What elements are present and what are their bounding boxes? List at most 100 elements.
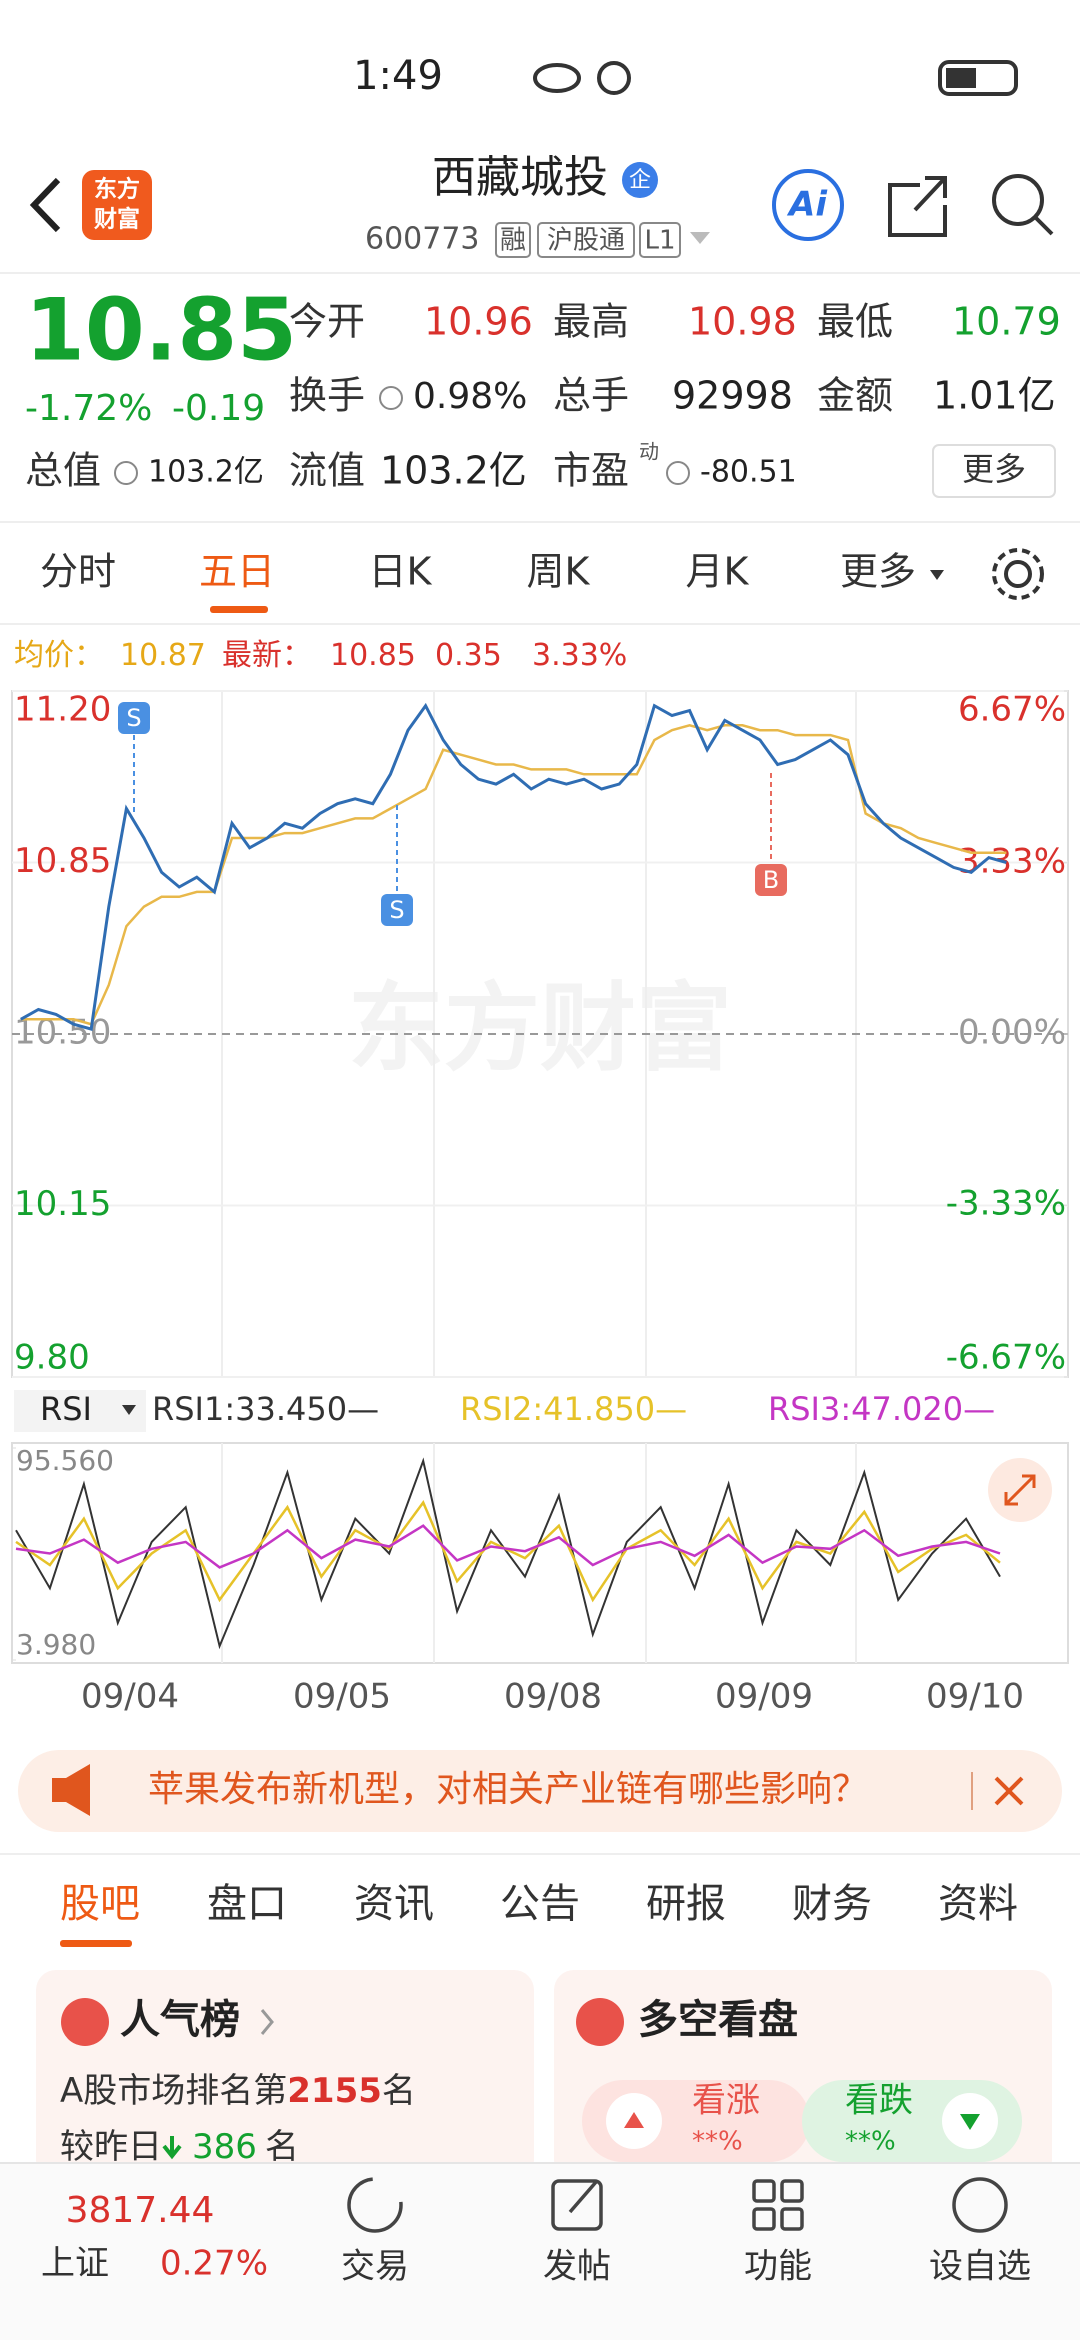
rsi-legend: RSI2:41.850— [460,1390,687,1428]
rank-change-unit: 名 [265,2127,299,2167]
share-button[interactable] [888,176,947,237]
expand-icon [1004,1474,1036,1506]
marker [755,864,787,896]
stat-label: 换手 [289,374,365,418]
rank-change-line: 较昨日 386 名 [60,2127,299,2167]
rsi-frame [11,1442,1069,1664]
indicator-selector[interactable] [14,1390,146,1432]
status-icons [533,60,1018,96]
index-change: 0.27% [160,2244,268,2284]
y2-tick-label: 3.33% [958,841,1066,881]
popularity-card[interactable] [36,1970,534,2180]
last-price: 10.85 [25,280,297,380]
section-tab[interactable]: 公告 [500,1881,580,1927]
stat-label: 市盈 [553,449,629,493]
logo-text: 东方 [94,176,140,203]
period-tab[interactable]: 周K [527,550,591,594]
more-button[interactable] [932,444,1056,498]
stat-value: 92998 [672,374,793,418]
rank-change-value: 386 [192,2127,257,2167]
bull-pct: **% [692,2127,743,2157]
period-tab[interactable]: 月K [686,550,750,594]
rsi-tick-label: 95.560 [16,1444,114,1477]
card-title: 人气榜 [120,1997,240,2043]
section-tab[interactable]: 股吧 [60,1881,140,1927]
info-icon [666,461,690,485]
rank-unit: 名 [382,2071,416,2111]
stat-value: 103.2亿 [380,449,527,493]
y-tick-label: 9.80 [14,1338,90,1378]
dropdown-arrow [122,1405,136,1415]
last-label: 最新： [222,638,312,673]
rsi-line [15,1500,1001,1603]
last-value: 10.85 [330,638,416,673]
rank-change-text: 较昨日 [60,2127,162,2167]
date-label: 09/09 [715,1677,813,1717]
nav-item[interactable]: 交易 [341,2247,409,2287]
section-tab[interactable]: 研报 [646,1881,726,1927]
news-banner[interactable] [18,1750,1062,1832]
nav-item[interactable]: 发帖 [543,2247,611,2287]
section-tab[interactable]: 资讯 [354,1881,434,1927]
change-value: 0.35 [435,638,502,673]
watermark: 东方财富 [348,972,732,1084]
ai-button[interactable] [772,169,844,241]
info-icon [114,461,138,485]
stat-value: 103.2亿 [148,455,264,490]
banner-text: 苹果发布新机型，对相关产业链有哪些影响？ [148,1769,868,1810]
card-icon [576,1998,624,2046]
marker [118,702,150,734]
status-time: 1:49 [353,53,443,99]
bear-pct: **% [845,2127,896,2157]
badge [622,162,658,198]
y-tick-label: 10.85 [14,841,111,881]
y2-tick-label: 0.00% [958,1013,1066,1053]
stat-label: 总值 [25,449,101,493]
info-icon [379,386,403,410]
rank-value: 2155 [287,2071,382,2111]
bear-label: 看跌 [845,2081,913,2121]
nav-item[interactable]: 设自选 [929,2247,1031,2287]
marker [381,894,413,926]
date-label: 09/08 [504,1677,602,1717]
dropdown-arrow[interactable] [930,570,944,580]
tag: L1 [644,226,675,256]
rsi-legend: RSI1:33.450— [152,1390,379,1428]
bottom-nav [0,2163,1080,2340]
marker-label: S [126,704,141,732]
rank-line: A股市场排名第2155名 [60,2071,416,2111]
nav-icons [347,2177,1008,2233]
chart-summary: 均价： 10.87 最新： 10.85 0.35 3.33% [14,638,627,673]
close-button[interactable] [994,1776,1024,1806]
stat-label: 最低 [817,300,893,344]
avg-label: 均价： [14,638,104,673]
stat-note: 动 [639,440,659,464]
logo [82,170,152,240]
period-tab[interactable]: 日K [369,550,433,594]
up-arrow [624,2112,644,2128]
section-tab[interactable]: 盘口 [207,1881,287,1927]
card-icon [61,1998,109,2046]
tag: 沪股通 [547,226,625,256]
change: -0.19 [172,388,265,429]
section-tab[interactable]: 财务 [792,1881,872,1927]
date-label: 09/04 [81,1677,179,1717]
back-button[interactable] [29,177,61,233]
period-tab[interactable]: 分时 [40,550,116,594]
rsi-tick-label: 3.980 [16,1628,96,1661]
search-button[interactable] [992,174,1054,236]
period-tab[interactable]: 更多 [840,550,916,594]
down-arrow [162,2136,182,2160]
dropdown-arrow[interactable] [690,232,710,244]
settings-button[interactable] [992,548,1044,600]
section-tab[interactable]: 资料 [938,1881,1018,1927]
change-pct: -1.72% [25,388,152,429]
stock-code: 600773 [365,222,480,257]
stat-label: 今开 [289,300,365,344]
marker-label: B [763,866,779,894]
period-tab[interactable]: 五日 [199,550,275,594]
index-value[interactable]: 3817.44 [66,2190,215,2231]
nav-item[interactable]: 功能 [744,2247,812,2287]
rsi-legend: RSI3:47.020— [768,1390,995,1428]
